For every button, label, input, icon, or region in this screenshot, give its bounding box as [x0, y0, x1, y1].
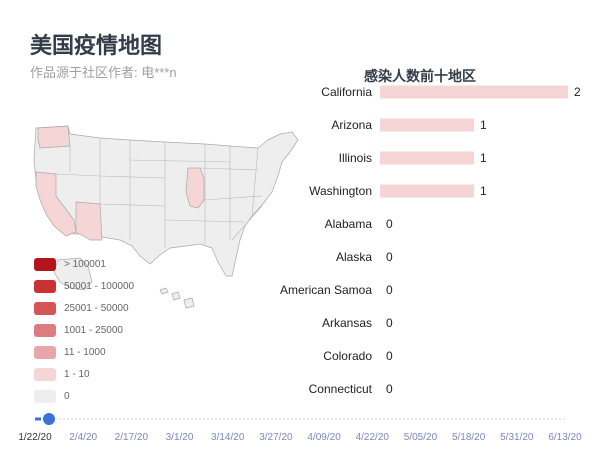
timeline-tick-label[interactable]: 1/22/20	[18, 432, 52, 443]
bar-category-label: Alaska	[336, 250, 372, 264]
map-state-illinois[interactable]	[185, 167, 205, 209]
legend-item[interactable]: 1001 - 25000	[34, 324, 234, 338]
bar[interactable]	[380, 118, 474, 132]
legend-swatch	[34, 346, 56, 359]
timeline-tick-label[interactable]: 3/27/20	[259, 432, 293, 443]
timeline-tick-label[interactable]: 4/09/20	[307, 432, 341, 443]
bar-category-label: Arkansas	[322, 316, 372, 330]
legend-item[interactable]: 11 - 1000	[34, 346, 234, 360]
timeline-tick-label[interactable]: 2/4/20	[69, 432, 97, 443]
bar-value-label: 0	[386, 217, 393, 231]
bar-category-label: Washington	[309, 184, 372, 198]
bar-value-label: 0	[386, 283, 393, 297]
page-subtitle: 作品源于社区作者: 电***n	[30, 65, 177, 80]
legend-item[interactable]: > 100001	[34, 258, 234, 272]
legend-label: 1 - 10	[64, 369, 90, 380]
bar[interactable]	[380, 184, 474, 198]
legend-swatch	[34, 390, 56, 403]
timeline-tick-label[interactable]: 6/13/20	[548, 432, 582, 443]
bar-value-label: 0	[386, 349, 393, 363]
timeline-tick-label[interactable]: 5/31/20	[500, 432, 534, 443]
legend-label: 11 - 1000	[64, 347, 106, 358]
legend-label: 0	[64, 391, 70, 402]
bar-value-label: 2	[574, 85, 581, 99]
legend-label: 25001 - 50000	[64, 303, 129, 314]
bar-category-label: California	[321, 85, 372, 99]
bar-value-label: 1	[480, 151, 487, 165]
bar-value-label: 1	[480, 118, 487, 132]
timeline-tick-label[interactable]: 4/22/20	[356, 432, 390, 443]
legend-label: > 100001	[64, 259, 106, 270]
legend-item[interactable]: 0	[34, 390, 234, 404]
legend-item[interactable]: 25001 - 50000	[34, 302, 234, 316]
legend-item[interactable]: 50001 - 100000	[34, 280, 234, 294]
bar-value-label: 0	[386, 316, 393, 330]
bar[interactable]	[380, 151, 474, 165]
bar-category-label: Arizona	[331, 118, 372, 132]
bar-category-label: Alabama	[325, 217, 373, 231]
legend-swatch	[34, 280, 56, 293]
bar-value-label: 1	[480, 184, 487, 198]
map-state-hawaii[interactable]	[159, 287, 195, 309]
timeline-tick-label[interactable]: 5/18/20	[452, 432, 486, 443]
legend-swatch	[34, 258, 56, 271]
bar-category-label: Illinois	[339, 151, 372, 165]
legend-label: 1001 - 25000	[64, 325, 123, 336]
timeline-tick-label[interactable]: 3/1/20	[166, 432, 194, 443]
legend-label: 50001 - 100000	[64, 281, 135, 292]
legend-swatch	[34, 368, 56, 381]
bar-category-label: Colorado	[323, 349, 372, 363]
timeline-tick-label[interactable]: 5/05/20	[404, 432, 438, 443]
map-state-washington[interactable]	[37, 125, 71, 149]
bar-value-label: 0	[386, 250, 393, 264]
timeline-handle[interactable]	[41, 411, 57, 427]
bar-category-label: Connecticut	[309, 382, 373, 396]
map-state-arizona[interactable]	[75, 201, 103, 241]
legend-swatch	[34, 302, 56, 315]
bar-chart-title: 感染人数前十地区	[364, 68, 476, 84]
bar-category-label: American Samoa	[280, 283, 372, 297]
page-title: 美国疫情地图	[30, 33, 163, 58]
bar[interactable]	[380, 85, 568, 99]
legend-swatch	[34, 324, 56, 337]
timeline-tick-label[interactable]: 2/17/20	[115, 432, 149, 443]
map-state-california[interactable]	[35, 171, 77, 237]
timeline-tick-label[interactable]: 3/14/20	[211, 432, 245, 443]
legend-item[interactable]: 1 - 10	[34, 368, 234, 382]
bar-value-label: 0	[386, 382, 393, 396]
map-state-alaska[interactable]	[53, 257, 93, 291]
